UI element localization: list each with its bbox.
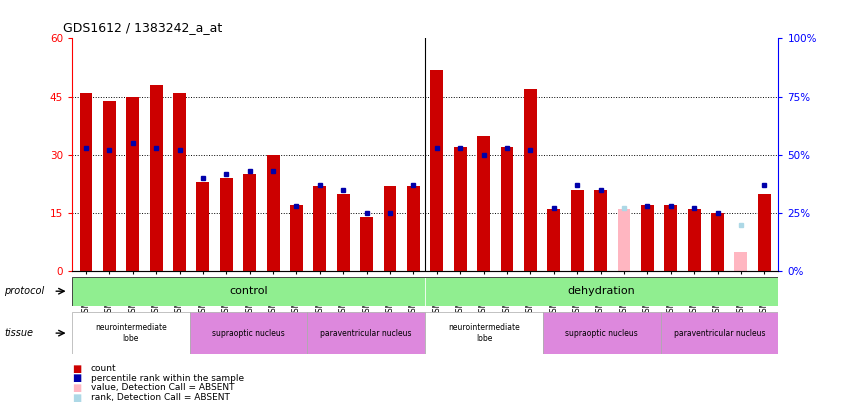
- Bar: [383, 186, 397, 271]
- Bar: [313, 186, 327, 271]
- Bar: [547, 209, 560, 271]
- Bar: [501, 147, 514, 271]
- Bar: [618, 209, 630, 271]
- Bar: [337, 194, 349, 271]
- Bar: [571, 190, 584, 271]
- Text: ■: ■: [72, 383, 81, 393]
- Text: ■: ■: [72, 393, 81, 403]
- Text: ■: ■: [72, 364, 81, 373]
- Bar: [543, 312, 661, 354]
- Text: dehydration: dehydration: [568, 286, 635, 296]
- Text: supraoptic nucleus: supraoptic nucleus: [565, 328, 638, 338]
- Text: supraoptic nucleus: supraoptic nucleus: [212, 328, 285, 338]
- Text: paraventricular nucleus: paraventricular nucleus: [321, 328, 412, 338]
- Bar: [431, 70, 443, 271]
- Bar: [360, 217, 373, 271]
- Bar: [150, 85, 162, 271]
- Bar: [594, 190, 607, 271]
- Bar: [307, 312, 425, 354]
- Text: protocol: protocol: [4, 286, 45, 296]
- Bar: [244, 174, 256, 271]
- Text: ■: ■: [72, 373, 81, 383]
- Text: value, Detection Call = ABSENT: value, Detection Call = ABSENT: [91, 384, 234, 392]
- Bar: [524, 89, 537, 271]
- Bar: [688, 209, 700, 271]
- Text: neurointermediate
lobe: neurointermediate lobe: [95, 324, 167, 343]
- Bar: [407, 186, 420, 271]
- Bar: [711, 213, 724, 271]
- Bar: [190, 312, 307, 354]
- Bar: [103, 100, 116, 271]
- Text: paraventricular nucleus: paraventricular nucleus: [673, 328, 765, 338]
- Bar: [477, 136, 490, 271]
- Bar: [290, 205, 303, 271]
- Bar: [425, 277, 778, 306]
- Text: GDS1612 / 1383242_a_at: GDS1612 / 1383242_a_at: [63, 21, 222, 34]
- Text: control: control: [229, 286, 268, 296]
- Bar: [266, 155, 279, 271]
- Text: tissue: tissue: [4, 328, 33, 338]
- Bar: [641, 205, 654, 271]
- Text: neurointermediate
lobe: neurointermediate lobe: [448, 324, 519, 343]
- Bar: [72, 277, 425, 306]
- Bar: [661, 312, 778, 354]
- Bar: [126, 97, 139, 271]
- Text: count: count: [91, 364, 116, 373]
- Bar: [453, 147, 467, 271]
- Bar: [425, 312, 543, 354]
- Bar: [734, 252, 747, 271]
- Bar: [220, 178, 233, 271]
- Bar: [72, 312, 190, 354]
- Bar: [664, 205, 677, 271]
- Bar: [758, 194, 771, 271]
- Text: percentile rank within the sample: percentile rank within the sample: [91, 374, 244, 383]
- Bar: [173, 93, 186, 271]
- Bar: [80, 93, 92, 271]
- Text: rank, Detection Call = ABSENT: rank, Detection Call = ABSENT: [91, 393, 229, 402]
- Bar: [196, 182, 209, 271]
